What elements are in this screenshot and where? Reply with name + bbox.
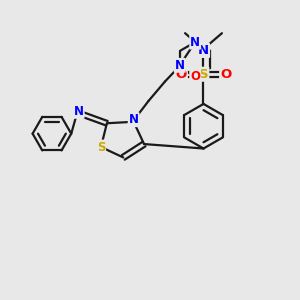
- Text: O: O: [220, 68, 231, 81]
- Text: N: N: [190, 36, 200, 49]
- Text: S: S: [97, 140, 105, 154]
- Text: N: N: [198, 44, 209, 57]
- Text: N: N: [175, 59, 185, 72]
- Text: O: O: [190, 70, 200, 83]
- Text: N: N: [129, 113, 139, 126]
- Text: N: N: [74, 105, 84, 118]
- Text: S: S: [199, 68, 208, 81]
- Text: O: O: [176, 68, 187, 81]
